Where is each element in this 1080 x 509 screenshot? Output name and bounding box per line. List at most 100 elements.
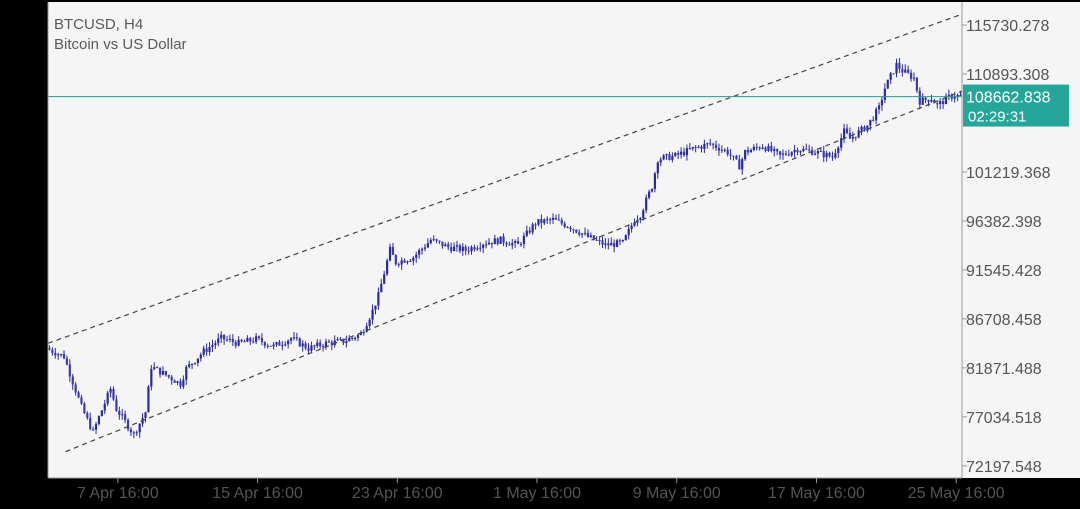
candle-body — [773, 149, 776, 152]
candle-body — [223, 334, 226, 340]
candle-body — [383, 274, 386, 284]
candle-body — [519, 243, 523, 245]
candle-body — [907, 69, 910, 73]
candle-body — [400, 260, 403, 265]
candle-body — [604, 243, 607, 245]
candle-body — [109, 388, 112, 393]
y-tick-label: 101219.368 — [966, 165, 1051, 182]
candle-body — [319, 342, 322, 347]
current-price-badge — [963, 84, 1069, 127]
candle-body — [415, 254, 418, 258]
candle-body — [260, 338, 264, 343]
y-tick-label: 91545.428 — [966, 263, 1042, 280]
candle-body — [557, 219, 560, 221]
candle-body — [784, 153, 787, 155]
candle-body — [586, 232, 590, 237]
plot-area[interactable] — [48, 2, 1080, 478]
candle-body — [726, 149, 729, 155]
candle-body — [537, 219, 540, 225]
candle-body — [808, 149, 811, 151]
candle-body — [703, 143, 706, 149]
candle-body — [677, 152, 680, 155]
candle-body — [904, 69, 907, 73]
candle-body — [129, 429, 133, 433]
candle-body — [738, 159, 741, 170]
candle-body — [607, 243, 610, 246]
candle-body — [94, 424, 98, 430]
candle-body — [720, 149, 723, 151]
candle-body — [685, 148, 689, 156]
candle-body — [275, 342, 278, 345]
candle-body — [435, 239, 438, 241]
candle-body — [196, 358, 200, 363]
candle-body — [514, 241, 517, 243]
candle-body — [647, 191, 651, 198]
candle-body — [80, 397, 83, 404]
candle-body — [531, 224, 534, 233]
candle-body — [755, 146, 758, 148]
candle-body — [627, 228, 630, 236]
candle-body — [406, 261, 409, 263]
candle-body — [327, 341, 330, 343]
candle-body — [77, 392, 80, 398]
channel-lower-line[interactable] — [65, 90, 963, 453]
candle-body — [426, 243, 429, 248]
candle-body — [909, 72, 913, 79]
candle-body — [316, 342, 319, 347]
candle-body — [790, 152, 793, 156]
candle-body — [48, 348, 51, 350]
candle-body — [243, 341, 246, 343]
candle-body — [729, 154, 732, 156]
candle-body — [83, 403, 86, 414]
y-tick-label: 115730.278 — [966, 18, 1049, 35]
candle-body — [959, 94, 962, 96]
candle-body — [313, 345, 316, 347]
candle-body — [153, 367, 156, 370]
candle-body — [746, 150, 750, 153]
candle-body — [688, 148, 691, 150]
candle-body — [825, 152, 828, 158]
candle-body — [714, 144, 718, 148]
candle-body — [147, 386, 150, 413]
candle-body — [190, 363, 194, 365]
candle-body — [653, 173, 657, 189]
candle-body — [289, 338, 293, 341]
candle-body — [441, 241, 444, 247]
candle-body — [866, 125, 869, 131]
candle-body — [301, 343, 304, 347]
candle-body — [447, 244, 450, 248]
candle-body — [240, 339, 243, 342]
candle-body — [697, 146, 700, 148]
candle-body — [633, 222, 636, 226]
candle-body — [188, 364, 191, 367]
axis-layer: 115730.278 110893.308 101219.368 96382.398 9… — [47, 2, 1051, 502]
candle-body — [450, 247, 453, 252]
candle-body — [947, 94, 951, 96]
candle-body — [851, 136, 854, 139]
candle-body — [682, 151, 686, 156]
candle-body — [482, 244, 485, 248]
candle-body — [569, 227, 572, 230]
candle-body — [455, 245, 459, 247]
candle-body — [927, 99, 930, 102]
candle-body — [598, 240, 601, 242]
candle-body — [351, 337, 354, 339]
candle-body — [409, 260, 412, 262]
x-tick-label: 9 May 16:00 — [633, 485, 721, 502]
candle-body — [834, 153, 837, 158]
candle-body — [292, 337, 296, 339]
candle-body — [723, 149, 726, 151]
candle-body — [645, 197, 648, 211]
candle-body — [781, 153, 785, 155]
candle-body — [71, 376, 74, 385]
candle-body — [100, 410, 103, 417]
candle-body — [115, 399, 118, 411]
candle-body — [225, 339, 229, 341]
candle-body — [578, 232, 581, 235]
candle-body — [732, 155, 735, 157]
candle-body — [324, 341, 328, 347]
x-tick-label: 7 Apr 16:00 — [77, 485, 159, 502]
candle-body — [761, 147, 764, 149]
candle-body — [915, 77, 918, 91]
